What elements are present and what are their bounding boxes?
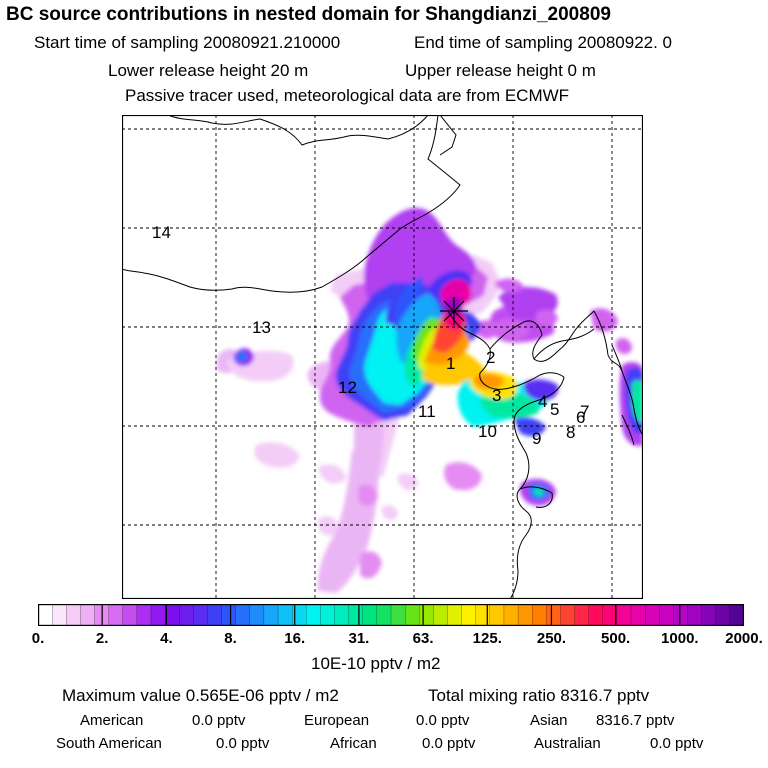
colorbar-cell (701, 604, 717, 626)
colorbar-cell (503, 604, 519, 626)
colorbar-tick-label: 2000. (725, 630, 763, 647)
colorbar-tick-label: 4. (160, 630, 173, 647)
region-label-9: 9 (532, 429, 541, 448)
colorbar-cell (645, 604, 661, 626)
colorbar-tick-label: 8. (224, 630, 237, 647)
colorbar-tick-label: 500. (601, 630, 631, 647)
colorbar-cell (122, 604, 138, 626)
colorbar-cell (532, 604, 548, 626)
colorbar-tick-label: 0. (31, 630, 45, 647)
colorbar-cell (348, 604, 364, 626)
colorbar-cell (419, 604, 435, 626)
european-value: 0.0 pptv (416, 712, 470, 729)
colorbar-tick-label: 63. (412, 630, 434, 647)
start-sampling-text: Start time of sampling 20080921.210000 (34, 33, 341, 52)
colorbar-cell (475, 604, 491, 626)
colorbar-cell (489, 604, 505, 626)
receptor-station-marker (440, 297, 468, 325)
region-label-5: 5 (550, 400, 559, 419)
colorbar-cell (51, 604, 67, 626)
lower-release-text: Lower release height 20 m (108, 61, 309, 80)
contribution-map: 1 2 3 4 5 6 7 8 9 10 11 12 13 14 (122, 115, 643, 599)
colorbar-cell (433, 604, 449, 626)
african-value: 0.0 pptv (422, 735, 476, 752)
plot-title: BC source contributions in nested domain… (6, 4, 611, 25)
south-american-value: 0.0 pptv (216, 735, 270, 752)
american-value: 0.0 pptv (192, 712, 246, 729)
colorbar-tick-label: 16. (284, 630, 306, 647)
colorbar-cell (687, 604, 703, 626)
colorbar-cell (179, 604, 195, 626)
region-label-1: 1 (446, 354, 455, 373)
region-label-2: 2 (486, 348, 495, 367)
region-label-4: 4 (538, 392, 547, 411)
colorbar-cell (461, 604, 477, 626)
colorbar-cell (306, 604, 322, 626)
colorbar-cell (277, 604, 293, 626)
colorbar-cell (150, 604, 166, 626)
south-american-label: South American (56, 735, 162, 752)
colorbar-cell (235, 604, 251, 626)
colorbar-cell (108, 604, 124, 626)
colorbar-cell (263, 604, 279, 626)
australian-value: 0.0 pptv (650, 735, 704, 752)
region-label-10: 10 (478, 422, 497, 441)
maximum-value-text: Maximum value 0.565E-06 pptv / m2 (62, 686, 339, 705)
colorbar-cell (193, 604, 209, 626)
region-label-14: 14 (152, 223, 171, 242)
colorbar-cell (560, 604, 576, 626)
colorbar-tick-label: 1000. (661, 630, 699, 647)
european-label: European (304, 712, 370, 729)
colorbar-cell (362, 604, 378, 626)
colorbar-cell (588, 604, 604, 626)
colorbar-cell (616, 604, 632, 626)
australian-label: Australian (534, 735, 601, 752)
colorbar-cell (673, 604, 689, 626)
region-label-3: 3 (492, 386, 501, 405)
colorbar (38, 604, 744, 626)
colorbar-tick-label: 250. (536, 630, 567, 647)
upper-release-text: Upper release height 0 m (405, 61, 596, 80)
asian-value: 8316.7 pptv (596, 712, 675, 729)
colorbar-cell (574, 604, 590, 626)
total-mixing-ratio-text: Total mixing ratio 8316.7 pptv (428, 686, 650, 705)
colorbar-cell (221, 604, 237, 626)
colorbar-cell (404, 604, 420, 626)
graticule (122, 115, 643, 599)
colorbar-cell (630, 604, 646, 626)
region-label-6: 6 (576, 408, 585, 427)
african-label: African (330, 735, 377, 752)
colorbar-cell (546, 604, 562, 626)
colorbar-cell (334, 604, 350, 626)
region-label-7: 7 (580, 402, 589, 421)
region-label-8: 8 (566, 423, 575, 442)
colorbar-cell (320, 604, 336, 626)
american-label: American (80, 712, 144, 729)
colorbar-cell (729, 604, 744, 626)
region-label-13: 13 (252, 318, 271, 337)
colorbar-cell (376, 604, 392, 626)
colorbar-tick-label: 31. (348, 630, 370, 647)
colorbar-cell (715, 604, 731, 626)
coastlines-borders (122, 115, 643, 599)
colorbar-cell (447, 604, 463, 626)
colorbar-cell (517, 604, 533, 626)
colorbar-cell (164, 604, 180, 626)
colorbar-cell (136, 604, 152, 626)
colorbar-cell (207, 604, 223, 626)
colorbar-cell (66, 604, 82, 626)
tracer-note-text: Passive tracer used, meteorological data… (125, 86, 570, 105)
colorbar-cell (38, 604, 53, 626)
end-sampling-text: End time of sampling 20080922. 0 (414, 33, 673, 52)
colorbar-cell (659, 604, 675, 626)
colorbar-cell (80, 604, 96, 626)
colorbar-units: 10E-10 pptv / m2 (311, 654, 441, 673)
colorbar-cell (390, 604, 406, 626)
colorbar-tick-label: 2. (95, 630, 109, 647)
colorbar-cell (249, 604, 265, 626)
region-label-12: 12 (338, 378, 357, 397)
asian-label: Asian (530, 712, 568, 729)
region-label-11: 11 (418, 402, 436, 421)
colorbar-tick-label: 125. (472, 630, 502, 647)
